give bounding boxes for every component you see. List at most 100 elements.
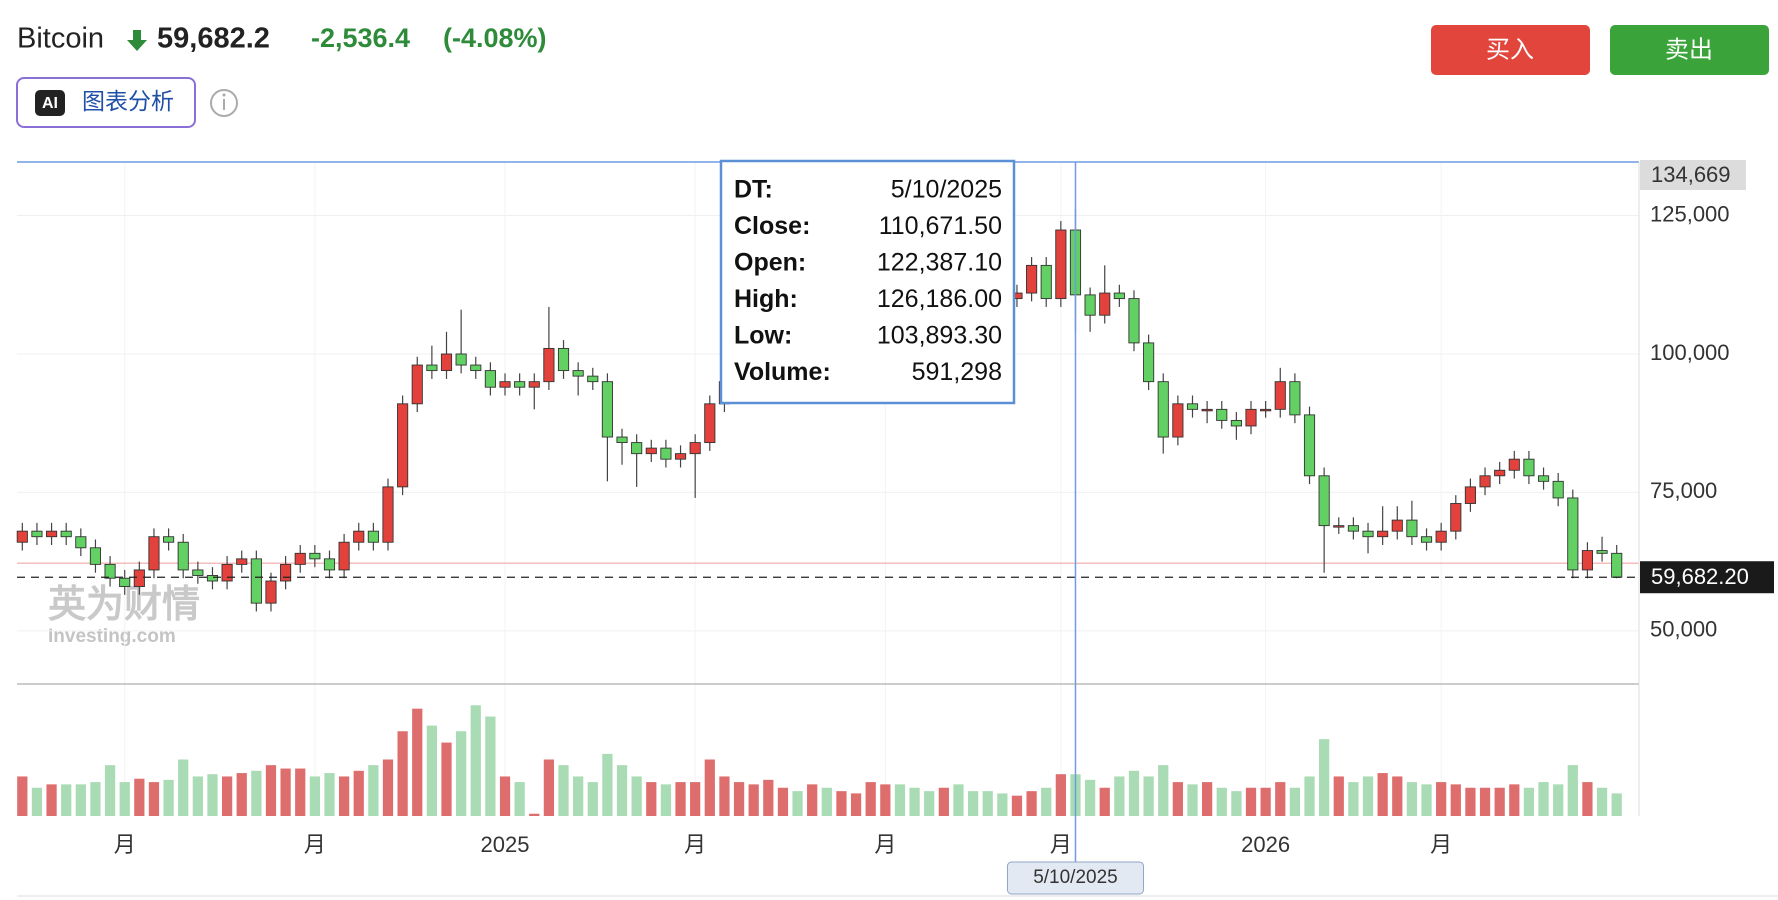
volume-bar — [309, 776, 320, 816]
candle-body — [1274, 381, 1286, 410]
x-tick-label: 2025 — [481, 832, 530, 857]
volume-bar — [1187, 784, 1198, 816]
volume-bar — [1567, 765, 1578, 816]
volume-bar — [850, 793, 862, 816]
candle-body — [601, 381, 613, 438]
candle-body — [411, 364, 423, 405]
volume-bar — [924, 791, 935, 816]
price-change-percent: (-4.08%) — [443, 23, 547, 53]
volume-bar — [46, 784, 57, 816]
candle-body — [367, 530, 379, 543]
y-tick-label: 75,000 — [1650, 478, 1717, 503]
candle-body — [1406, 519, 1418, 538]
candle-body — [557, 347, 570, 372]
candle-body — [1435, 530, 1447, 543]
volume-bar — [1289, 787, 1301, 816]
info-icon[interactable] — [210, 89, 238, 117]
volume-bar — [1216, 787, 1227, 816]
info-icon-dot — [222, 93, 226, 97]
volume-bar — [1231, 791, 1242, 816]
crosshair-price-label: 134,669 — [1651, 162, 1731, 187]
volume-bar — [1523, 787, 1535, 816]
buy-button[interactable] — [1431, 25, 1590, 75]
x-tick-label: 月 — [874, 832, 896, 857]
candle-body — [645, 447, 657, 455]
tooltip-row-value: 103,893.30 — [877, 322, 1002, 350]
volume-bar — [1143, 776, 1154, 816]
ai-analysis-label[interactable]: 图表分析 — [82, 88, 174, 114]
volume-bar — [1596, 787, 1608, 816]
candle-body — [1186, 403, 1199, 410]
tooltip-row-value: 591,298 — [912, 358, 1002, 386]
candle-body — [587, 375, 599, 383]
sell-button[interactable] — [1610, 25, 1769, 75]
candle-body — [426, 364, 438, 372]
volume-bar — [602, 753, 613, 816]
volume-bar — [1465, 787, 1476, 816]
volume-bar — [1392, 776, 1403, 816]
candle-body — [1537, 475, 1550, 482]
volume-bar — [719, 776, 730, 816]
candle-body — [484, 370, 496, 388]
candle-body — [104, 563, 116, 579]
candle-body — [1581, 550, 1594, 571]
volume-bar — [1333, 776, 1344, 816]
tooltip-row-label: Volume: — [734, 358, 831, 386]
volume-bar — [470, 705, 481, 816]
volume-bar — [1158, 765, 1169, 816]
volume-bar — [236, 773, 247, 816]
candle-body — [689, 442, 701, 455]
candle-body — [60, 530, 72, 538]
candle-body — [1494, 469, 1506, 477]
volume-bar — [558, 765, 569, 816]
volume-bar — [1026, 791, 1037, 816]
volume-bar — [1245, 787, 1257, 816]
candle-body — [133, 569, 145, 587]
volume-bar — [1436, 782, 1447, 816]
candle-body — [1230, 419, 1242, 427]
buy-button-label[interactable]: 买入 — [1486, 36, 1534, 63]
price-change: -2,536.4 — [311, 23, 410, 53]
x-tick-label: 月 — [684, 832, 706, 857]
volume-bar — [1304, 776, 1315, 816]
volume-bar — [192, 776, 203, 816]
candle-body — [31, 530, 43, 538]
volume-bar — [412, 708, 423, 816]
candle-body — [1391, 519, 1403, 532]
candle-body — [1289, 381, 1301, 416]
volume-bar — [265, 765, 277, 816]
asset-name: Bitcoin — [17, 23, 104, 55]
candle-body — [1216, 408, 1228, 421]
volume-bar — [894, 784, 906, 816]
volume-bar — [587, 782, 598, 816]
candle-body — [1596, 550, 1608, 554]
volume-bar — [514, 782, 525, 816]
volume-bar — [997, 793, 1008, 816]
down-arrow-icon — [127, 30, 147, 51]
sell-button-label[interactable]: 卖出 — [1665, 36, 1713, 63]
candle-body — [1523, 458, 1535, 477]
candle-body — [660, 447, 672, 460]
volume-bar — [1421, 784, 1432, 816]
volume-bar — [704, 759, 715, 816]
last-price-label: 59,682.20 — [1651, 564, 1749, 589]
volume-bar — [207, 774, 218, 816]
volume-bar — [777, 787, 789, 816]
volume-bar — [1319, 739, 1330, 816]
volume-bar — [660, 784, 672, 816]
volume-bar — [163, 779, 174, 816]
candle-body — [455, 353, 467, 366]
candle-body — [528, 381, 540, 388]
volume-bar — [1538, 782, 1549, 816]
volume-bar — [675, 782, 686, 816]
candle-body — [353, 530, 365, 543]
plot: 50,000 75,000 100,000 125,000 月 月 2025 月 月 月 2026 月… — [16, 159, 1774, 895]
candle-body — [543, 347, 555, 383]
volume-bar — [543, 759, 555, 816]
candle-body — [1157, 381, 1169, 438]
volume-bar — [499, 776, 511, 816]
volume-bar — [982, 791, 993, 816]
volume-bar — [1260, 787, 1271, 816]
candle-body — [1084, 294, 1096, 316]
volume-bar — [251, 770, 262, 816]
